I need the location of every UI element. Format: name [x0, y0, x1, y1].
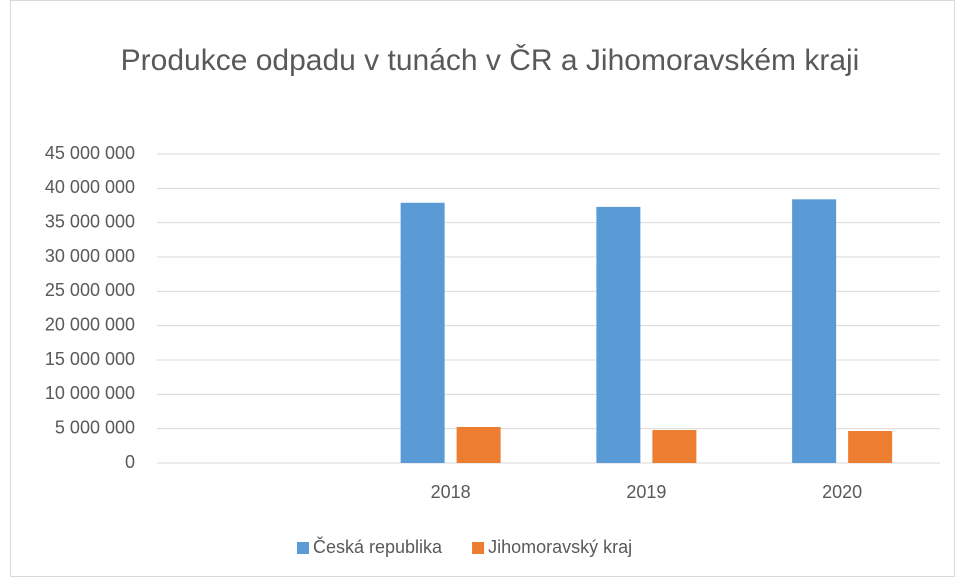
- bar: [400, 202, 445, 463]
- y-tick-label: 0: [125, 452, 135, 472]
- x-tick-label: 2018: [431, 482, 471, 502]
- y-tick-label: 20 000 000: [45, 314, 135, 334]
- bar: [596, 206, 641, 463]
- legend-swatch: [472, 542, 485, 554]
- x-tick-label: 2019: [626, 482, 666, 502]
- legend-label: Česká republika: [313, 536, 443, 557]
- bar: [848, 431, 893, 463]
- y-tick-label: 25 000 000: [45, 280, 135, 300]
- y-tick-label: 40 000 000: [45, 177, 135, 197]
- legend-swatch: [297, 542, 309, 554]
- y-tick-label: 5 000 000: [55, 417, 135, 437]
- y-tick-label: 10 000 000: [45, 383, 135, 403]
- chart-title: Produkce odpadu v tunách v ČR a Jihomora…: [120, 44, 860, 77]
- bar: [792, 199, 837, 463]
- legend-label: Jihomoravský kraj: [488, 537, 632, 557]
- x-tick-label: 2020: [822, 482, 862, 502]
- bar: [456, 427, 501, 463]
- y-tick-label: 30 000 000: [45, 246, 135, 266]
- bar: [652, 430, 697, 463]
- y-tick-label: 45 000 000: [45, 143, 135, 163]
- y-tick-label: 35 000 000: [45, 211, 135, 231]
- y-tick-label: 15 000 000: [45, 349, 135, 369]
